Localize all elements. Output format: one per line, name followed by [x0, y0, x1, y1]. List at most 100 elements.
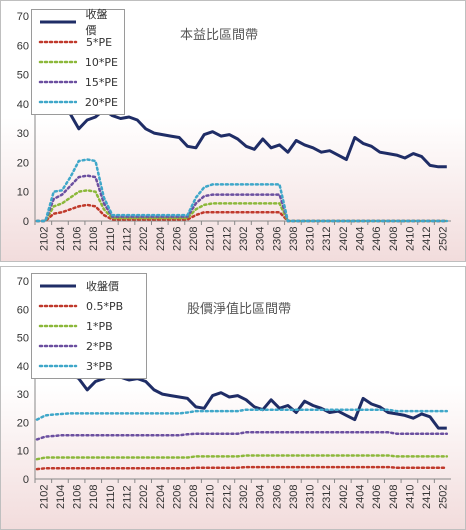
x-tick-label: 2306 [271, 485, 283, 509]
pe-band-chart: 0 10 20 30 40 50 60 70 2102 2104 2106 2108 2110 2112 2… [17, 11, 451, 251]
x-tick-label: 2112 [122, 227, 134, 251]
x-tick-label: 2212 [221, 227, 233, 251]
chart-title: 股價淨值比區間帶 [187, 301, 291, 317]
legend-label: 0.5*PB [86, 299, 124, 313]
x-tick-label: 2206 [171, 227, 183, 251]
legend-swatch [38, 80, 77, 84]
y-tick-label: 40 [17, 361, 29, 373]
legend-swatch [40, 20, 76, 24]
x-tick-label: 2402 [338, 485, 350, 509]
x-tick-label: 2406 [371, 485, 383, 509]
x-tick-label: 2404 [354, 485, 366, 509]
series-line-4 [35, 408, 449, 421]
legend-item: 20*PE [38, 92, 118, 112]
x-tick-label: 2310 [305, 227, 317, 251]
x-tick-label: 2408 [388, 485, 400, 509]
x-tick-label: 2110 [105, 227, 117, 251]
legend-item: 收盤價 [38, 8, 118, 37]
x-tick-label: 2408 [388, 227, 400, 251]
legend-label: 收盤價 [86, 280, 119, 293]
pb-band-chart-panel: 0 10 20 30 40 50 60 70 2102 2104 2106 2108 2110 2112 2… [0, 266, 466, 530]
y-tick-label: 70 [17, 11, 29, 23]
y-tick-label: 60 [17, 304, 29, 316]
x-tick-label: 2106 [72, 485, 84, 509]
x-tick-label: 2106 [72, 227, 84, 251]
legend-swatch [40, 284, 76, 288]
legend-label: 15*PE [84, 75, 118, 89]
legend-label: 2*PB [86, 339, 113, 353]
x-tick-label: 2206 [171, 485, 183, 509]
x-tick-label: 2308 [288, 227, 300, 251]
legend-item: 2*PB [38, 336, 140, 356]
x-tick-label: 2210 [205, 227, 217, 251]
y-tick-label: 20 [17, 157, 29, 169]
series-line-2 [35, 454, 449, 461]
legend-swatch [38, 344, 78, 348]
x-tick-label: 2304 [255, 227, 267, 251]
x-tick-label: 2104 [55, 227, 67, 251]
series-line-4 [35, 158, 449, 223]
x-tick-label: 2208 [188, 485, 200, 509]
legend-item: 收盤價 [38, 276, 140, 296]
y-tick-label: 50 [17, 333, 29, 345]
legend-swatch [38, 100, 77, 104]
legend-item: 5*PE [38, 32, 118, 52]
x-tick-label: 2204 [155, 485, 167, 509]
x-tick-label: 2204 [155, 227, 167, 251]
x-tick-label: 2404 [354, 227, 366, 251]
x-tick-label: 2112 [122, 485, 134, 509]
series-line-1 [35, 203, 449, 223]
legend-label: 3*PB [86, 359, 113, 373]
pb-legend: 收盤價 0.5*PB 1*PB 2*PB 3*PB [31, 273, 147, 379]
legend-label: 收盤價 [85, 8, 108, 37]
legend-item: 0.5*PB [38, 296, 140, 316]
y-tick-label: 60 [17, 40, 29, 52]
pe-band-chart-panel: 0 10 20 30 40 50 60 70 2102 2104 2106 2108 2110 2112 2… [0, 0, 466, 262]
x-tick-label: 2212 [221, 485, 233, 509]
legend-swatch [38, 324, 78, 328]
legend-item: 15*PE [38, 72, 118, 92]
x-tick-label: 2412 [421, 485, 433, 509]
legend-swatch [38, 60, 77, 64]
x-tick-label: 2308 [288, 485, 300, 509]
x-tick-label: 2102 [38, 227, 50, 251]
legend-label: 5*PE [86, 35, 113, 49]
legend-label: 20*PE [84, 95, 118, 109]
series-line-3 [35, 431, 449, 441]
pe-legend: 收盤價 5*PE 10*PE 15*PE 20*PE [31, 8, 125, 115]
x-tick-label: 2102 [38, 485, 50, 509]
x-tick-label: 2306 [271, 227, 283, 251]
x-tick-label: 2210 [205, 485, 217, 509]
x-tick-label: 2410 [404, 227, 416, 251]
y-tick-label: 30 [17, 389, 29, 401]
y-tick-label: 10 [17, 446, 29, 458]
x-tick-label: 2108 [88, 227, 100, 251]
x-tick-label: 2502 [438, 227, 450, 251]
series-line-1 [35, 465, 449, 471]
x-tick-label: 2310 [305, 485, 317, 509]
x-tick-label: 2402 [338, 227, 350, 251]
x-tick-label: 2302 [238, 485, 250, 509]
y-tick-label: 10 [17, 187, 29, 199]
x-tick-label: 2304 [255, 485, 267, 509]
x-tick-label: 2302 [238, 227, 250, 251]
x-tick-label: 2502 [438, 485, 450, 509]
x-tick-label: 2110 [105, 485, 117, 509]
legend-item: 10*PE [38, 52, 118, 72]
y-tick-label: 0 [23, 474, 29, 486]
x-tick-label: 2312 [321, 227, 333, 251]
legend-label: 1*PB [86, 319, 113, 333]
x-tick-label: 2412 [421, 227, 433, 251]
legend-label: 10*PE [84, 55, 118, 69]
x-tick-label: 2208 [188, 227, 200, 251]
x-tick-label: 2202 [138, 227, 150, 251]
y-tick-label: 20 [17, 417, 29, 429]
y-tick-label: 70 [17, 276, 29, 288]
y-tick-label: 40 [17, 99, 29, 111]
x-tick-label: 2202 [138, 485, 150, 509]
x-tick-label: 2406 [371, 227, 383, 251]
y-tick-label: 30 [17, 128, 29, 140]
legend-swatch [38, 40, 78, 44]
pb-band-chart: 0 10 20 30 40 50 60 70 2102 2104 2106 2108 2110 2112 2… [17, 276, 451, 509]
legend-item: 1*PB [38, 316, 140, 336]
